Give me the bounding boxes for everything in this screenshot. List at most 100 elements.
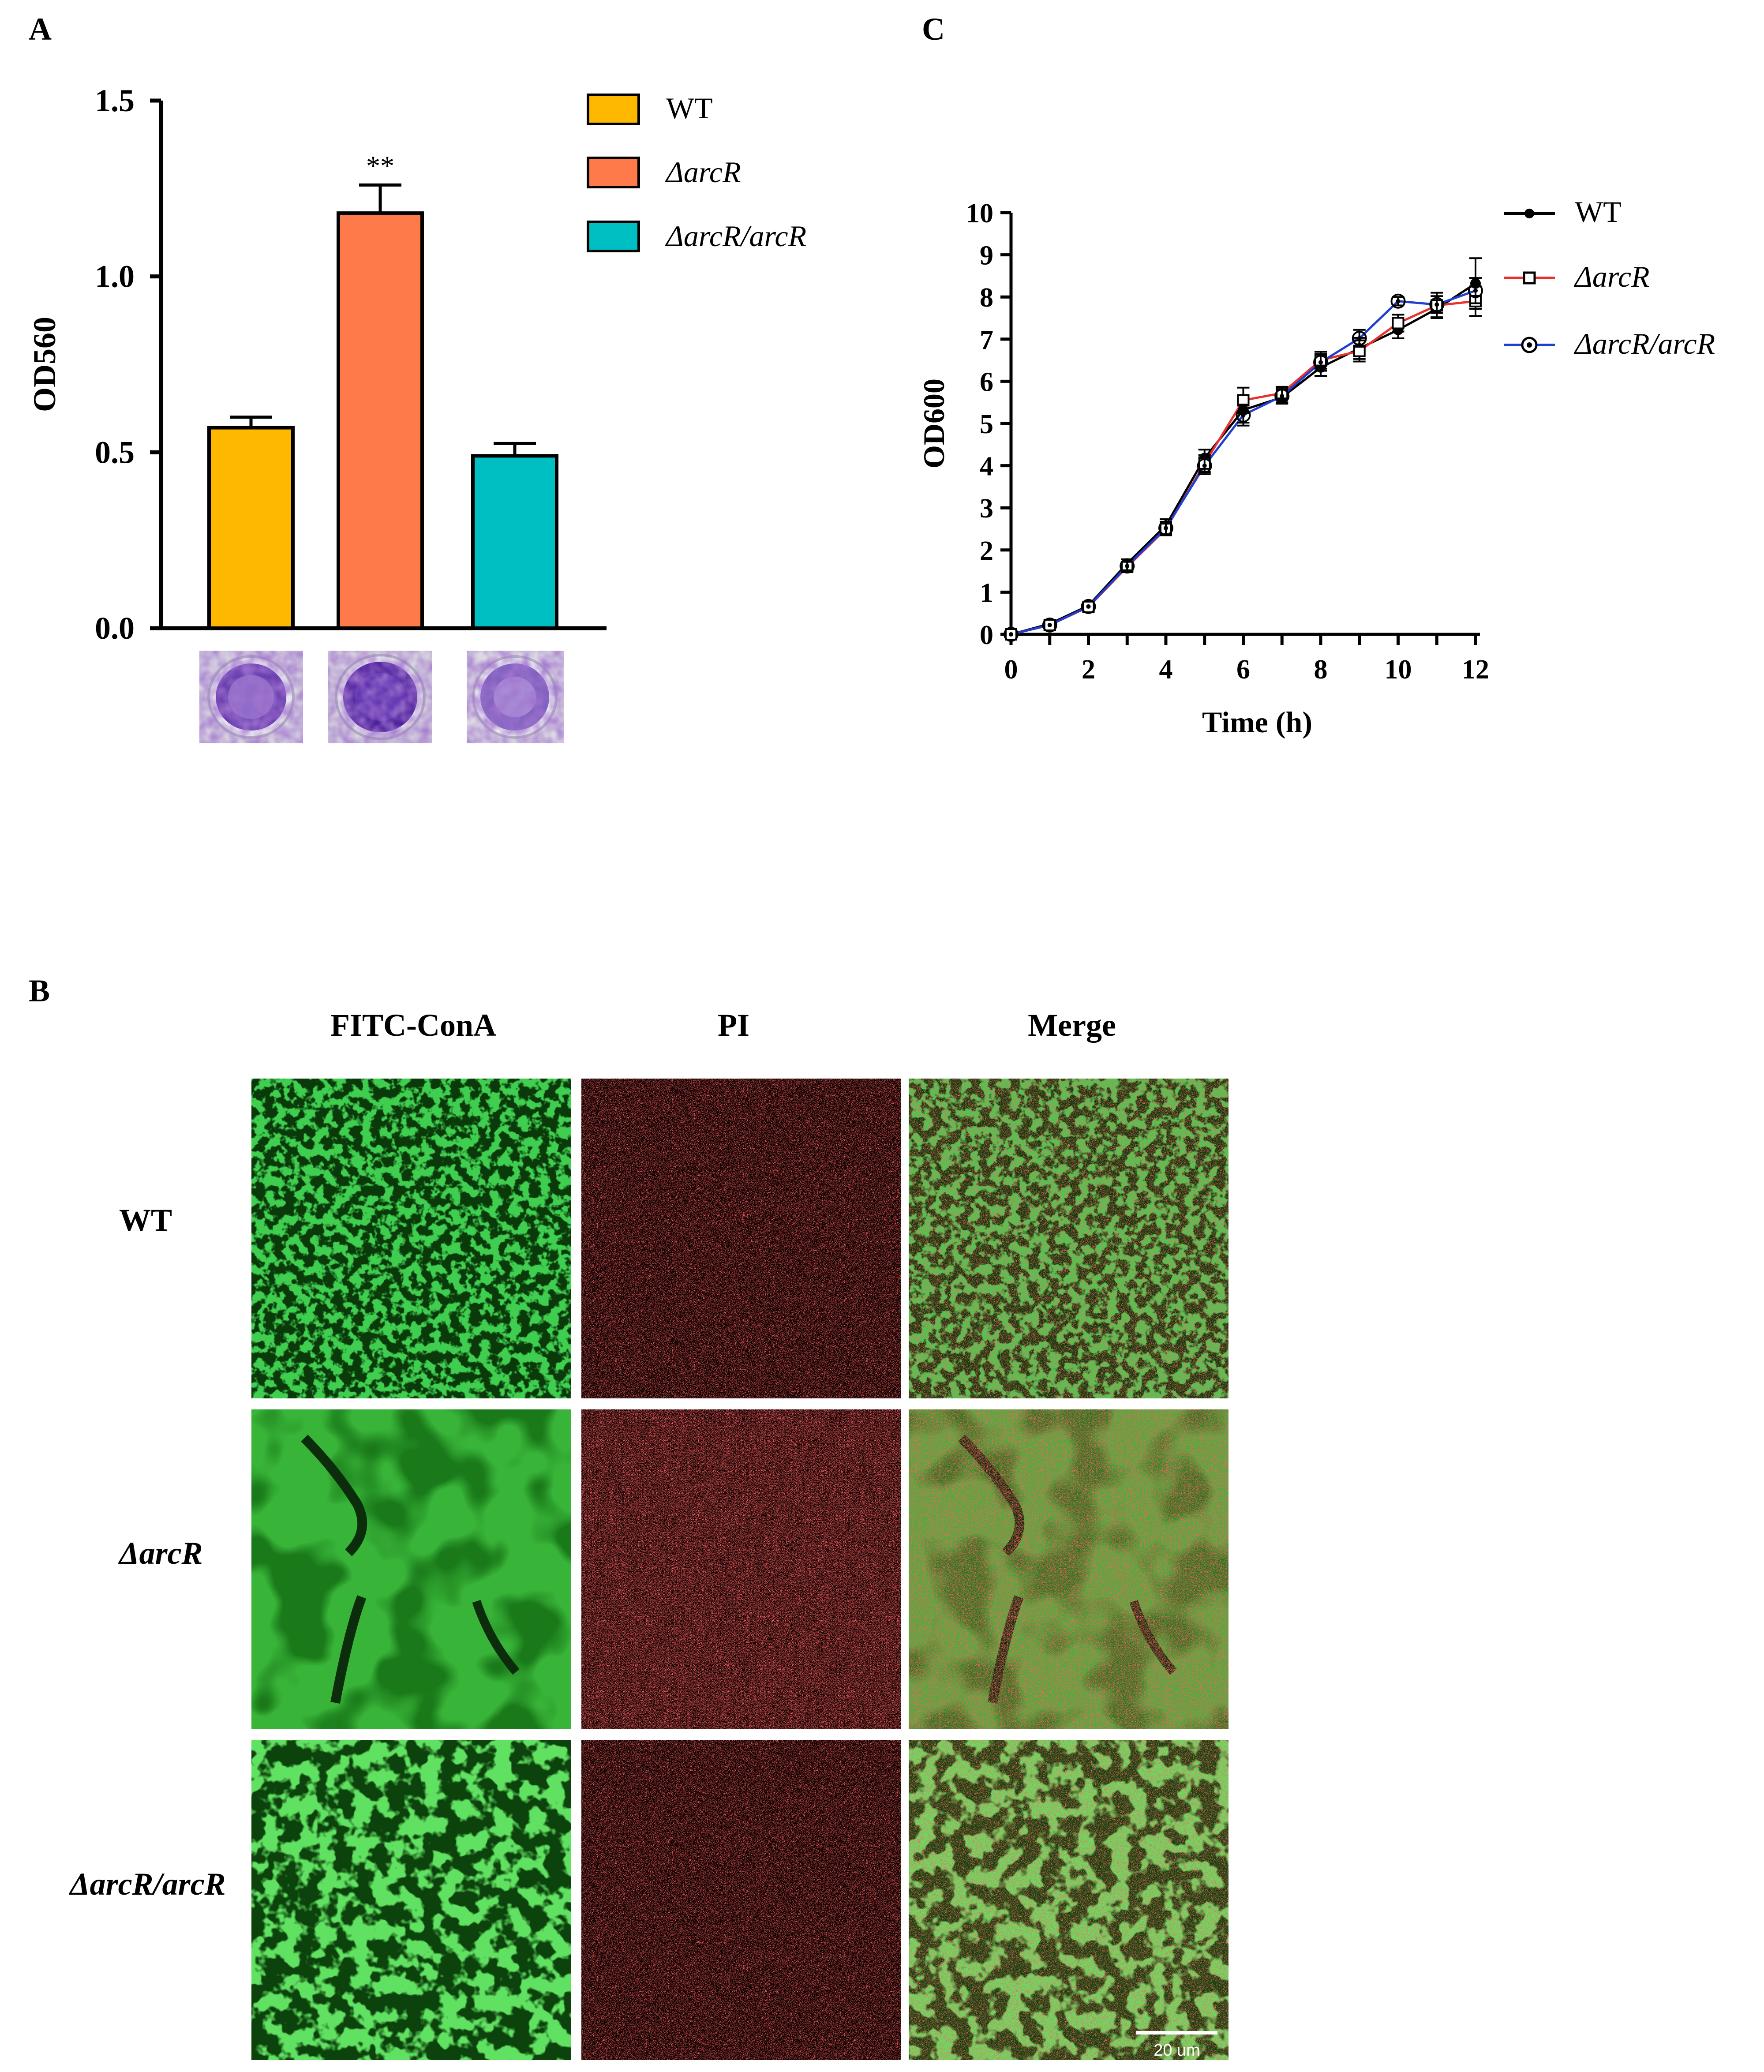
point-darcr-arcr-8-dot: [1318, 360, 1323, 365]
legend-swatch-wt: [587, 94, 640, 125]
y-tick-label-c: 8: [980, 283, 993, 313]
legend-label-complement: ΔarcR/arcR: [665, 219, 806, 253]
y-tick-label-a: 1.5: [95, 83, 135, 118]
series-line-wt: [1011, 282, 1476, 636]
point-darcr-10: [1392, 317, 1404, 330]
y-tick-label-c: 4: [980, 452, 993, 482]
point-darcr-arcr-4: [1158, 521, 1173, 536]
legend-swatch-arcr: [587, 157, 640, 188]
significance-label: **: [366, 150, 394, 181]
point-darcr-arcr-0: [1004, 627, 1019, 642]
legend-item-arcr: ΔarcR: [587, 155, 741, 189]
y-tick-label-c: 10: [966, 199, 993, 229]
legend-label-wt: WT: [666, 91, 713, 125]
point-darcr-arcr-5-dot: [1202, 463, 1207, 468]
legend-c: WT ΔarcR ΔarcR/arcR: [1504, 195, 1715, 360]
legend-item-complement: ΔarcR/arcR: [587, 219, 806, 253]
point-darcr-arcr-12: [1468, 283, 1483, 298]
y-tick-label-a: 1.0: [95, 259, 135, 294]
column-header-merge: Merge: [1028, 1008, 1116, 1043]
row-label-complement: ΔarcR/arcR: [68, 1866, 225, 1902]
point-darcr-arcr-9: [1352, 330, 1367, 346]
y-tick-label-c: 2: [980, 536, 993, 566]
panel-label-a: A: [29, 11, 52, 47]
point-darcr-arcr-1-dot: [1047, 622, 1052, 627]
x-tick-label-c: 12: [1462, 655, 1489, 685]
legend-c-label-wt: WT: [1575, 195, 1622, 229]
bar-darcr-arcr: [471, 454, 558, 630]
legend-a: WT ΔarcR ΔarcR/arcR: [587, 91, 806, 253]
point-darcr-arcr-2: [1081, 599, 1096, 614]
y-tick-label-c: 9: [980, 241, 993, 271]
point-darcr-2: [1082, 600, 1095, 613]
y-ticks-c: 0 1 2 3 4 5 6 7 8 9 10: [966, 199, 1011, 650]
x-tick-label-c: 10: [1385, 655, 1412, 685]
y-tick-label-a: 0.5: [95, 435, 135, 470]
column-header-fitc: FITC-ConA: [330, 1008, 496, 1043]
series-line-darcr-arcr: [1011, 289, 1476, 636]
microscopy-panel: FITC-ConA PI Merge WT ΔarcR ΔarcR/arcR: [68, 1008, 1228, 2060]
image-complement-pi: [581, 1740, 901, 2060]
bars-a: **: [207, 150, 558, 630]
point-darcr-arcr-4-dot: [1164, 526, 1168, 531]
point-darcr-arcr-3: [1120, 558, 1135, 574]
series-line-darcr: [1011, 300, 1476, 636]
well-image-wt: [199, 651, 303, 743]
point-darcr-arcr-10: [1390, 293, 1406, 309]
y-tick-label-c: 5: [980, 409, 993, 439]
point-darcr-arcr-5: [1197, 458, 1212, 473]
y-tick-label-a: 0.0: [95, 611, 135, 646]
image-complement-merge: 20 um: [909, 1740, 1228, 2060]
point-darcr-arcr-1: [1042, 617, 1057, 633]
legend-c-item-arcr: ΔarcR: [1504, 260, 1650, 293]
legend-label-arcr: ΔarcR: [665, 155, 741, 189]
legend-c-label-arcr: ΔarcR: [1573, 260, 1650, 293]
point-darcr-arcr-12-dot: [1473, 288, 1478, 293]
point-darcr-arcr-3-dot: [1125, 564, 1130, 569]
x-tick-label-c: 4: [1159, 655, 1173, 685]
image-arcr-merge: [909, 1409, 1228, 1729]
legend-c-item-complement: ΔarcR/arcR: [1504, 327, 1715, 360]
y-tick-label-c: 0: [980, 620, 993, 650]
y-ticks-a: 0.0 0.5 1.0 1.5: [95, 83, 161, 646]
image-complement-fitc: [251, 1740, 571, 2060]
x-tick-label-c: 0: [1004, 655, 1018, 685]
y-tick-label-c: 3: [980, 494, 993, 524]
point-darcr-arcr-7: [1274, 388, 1290, 404]
point-darcr-arcr-9-dot: [1357, 336, 1362, 341]
legend-item-wt: WT: [587, 91, 713, 125]
crystal-violet-images: [199, 651, 564, 743]
image-arcr-fitc: [251, 1409, 571, 1729]
image-wt-merge: [909, 1079, 1228, 1398]
x-tick-label-c: 2: [1082, 655, 1095, 685]
x-ticks-c: 0 2 4 6 8 10 12: [1004, 634, 1489, 685]
legend-swatch-complement: [587, 221, 640, 252]
legend-c-item-wt: WT: [1504, 195, 1622, 229]
x-tick-label-c: 6: [1236, 655, 1250, 685]
image-arcr-pi: [581, 1409, 901, 1729]
y-tick-label-c: 6: [980, 367, 993, 397]
row-label-wt: WT: [119, 1203, 172, 1238]
point-darcr-arcr-2-dot: [1086, 604, 1091, 609]
panel-label-c: C: [922, 11, 945, 47]
well-image-complement: [467, 651, 564, 743]
point-darcr-arcr-6: [1236, 407, 1251, 423]
column-header-pi: PI: [718, 1008, 749, 1043]
image-wt-fitc: [251, 1079, 571, 1398]
point-darcr-arcr-11-dot: [1434, 302, 1439, 307]
row-label-arcr: ΔarcR: [118, 1536, 202, 1571]
x-tick-label-c: 8: [1314, 655, 1328, 685]
point-darcr-arcr-11: [1429, 297, 1445, 312]
point-darcr-arcr-10-dot: [1396, 299, 1401, 303]
x-axis-title-c: Time (h): [1202, 705, 1312, 739]
y-axis-title-a: OD560: [27, 317, 62, 412]
legend-c-label-complement: ΔarcR/arcR: [1573, 327, 1715, 360]
series-c: [1004, 257, 1483, 642]
scale-bar-label: 20 um: [1154, 2041, 1200, 2060]
point-darcr-arcr-7-dot: [1280, 393, 1285, 398]
legend-c-marker-arcr: [1523, 271, 1536, 285]
y-tick-label-c: 1: [980, 578, 993, 608]
point-darcr-arcr-6-dot: [1241, 412, 1246, 417]
